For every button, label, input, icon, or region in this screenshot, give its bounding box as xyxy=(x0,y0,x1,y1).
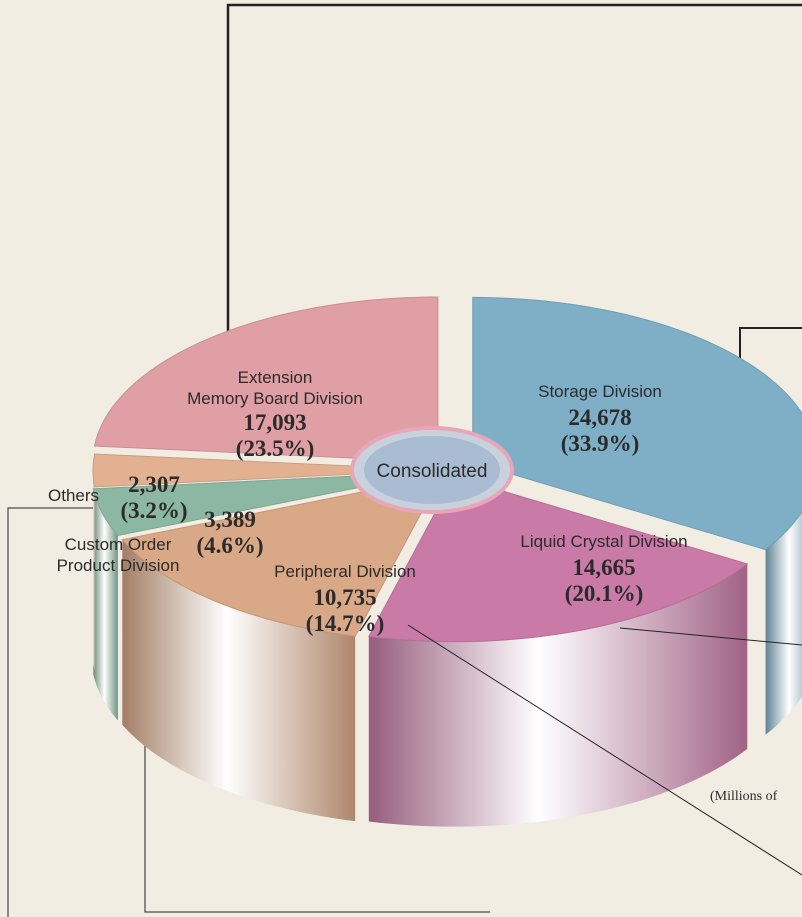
unit-note: (Millions of xyxy=(710,789,778,804)
slice-name: Peripheral Division xyxy=(274,562,416,581)
slice-name-line: Memory Board Division xyxy=(187,389,363,408)
value-label: 24,678 xyxy=(568,405,631,430)
slice xyxy=(121,475,442,637)
center-disc xyxy=(364,436,500,504)
percentage-label: (20.1%) xyxy=(565,581,644,606)
slice-name-line: Peripheral Division xyxy=(274,562,416,581)
slice xyxy=(93,296,439,463)
labels: Storage Division 24,678(33.9%) Liquid Crys… xyxy=(48,368,688,636)
slice-name: Storage Division xyxy=(538,382,662,401)
leader-line xyxy=(619,627,802,646)
slice-side xyxy=(765,511,802,735)
slice-name-line: Liquid Crystal Division xyxy=(520,532,687,551)
value-label: 14,665 xyxy=(572,555,635,580)
slice-name-line: Others xyxy=(48,486,99,505)
slice-name-line: Extension xyxy=(238,368,313,387)
percentage-label: (14.7%) xyxy=(306,611,385,636)
percentage-label: (23.5%) xyxy=(236,436,315,461)
leader-line xyxy=(7,507,100,917)
slice-name: Extension Memory Board Division xyxy=(187,368,363,408)
slice-side xyxy=(122,539,356,822)
percentage-label: (4.6%) xyxy=(196,533,263,558)
slice xyxy=(92,453,439,488)
slice-name-line: Product Division xyxy=(57,556,180,575)
slice-name: Custom Order Product Division xyxy=(57,535,180,575)
slice-side xyxy=(93,470,95,672)
leader-lines xyxy=(407,624,802,876)
slice-name-line: Custom Order xyxy=(65,535,172,554)
slice-name: Others xyxy=(48,486,99,505)
value-label: 10,735 xyxy=(313,585,376,610)
percentage-label: (33.9%) xyxy=(561,431,640,456)
leader-line xyxy=(226,3,802,365)
slice-side xyxy=(368,563,748,827)
pie xyxy=(92,296,802,827)
slice xyxy=(368,476,749,643)
value-label: 2,307 xyxy=(128,472,180,497)
slice-name: Liquid Crystal Division xyxy=(520,532,687,551)
center-label: Consolidated xyxy=(377,461,488,482)
value-label: 17,093 xyxy=(243,410,306,435)
slice xyxy=(472,296,802,551)
value-label: 3,389 xyxy=(204,507,256,532)
slice xyxy=(92,471,437,536)
percentage-label: (3.2%) xyxy=(120,498,187,523)
slice-side xyxy=(93,488,118,721)
leader-line xyxy=(407,624,802,876)
slice-name-line: Storage Division xyxy=(538,382,662,401)
